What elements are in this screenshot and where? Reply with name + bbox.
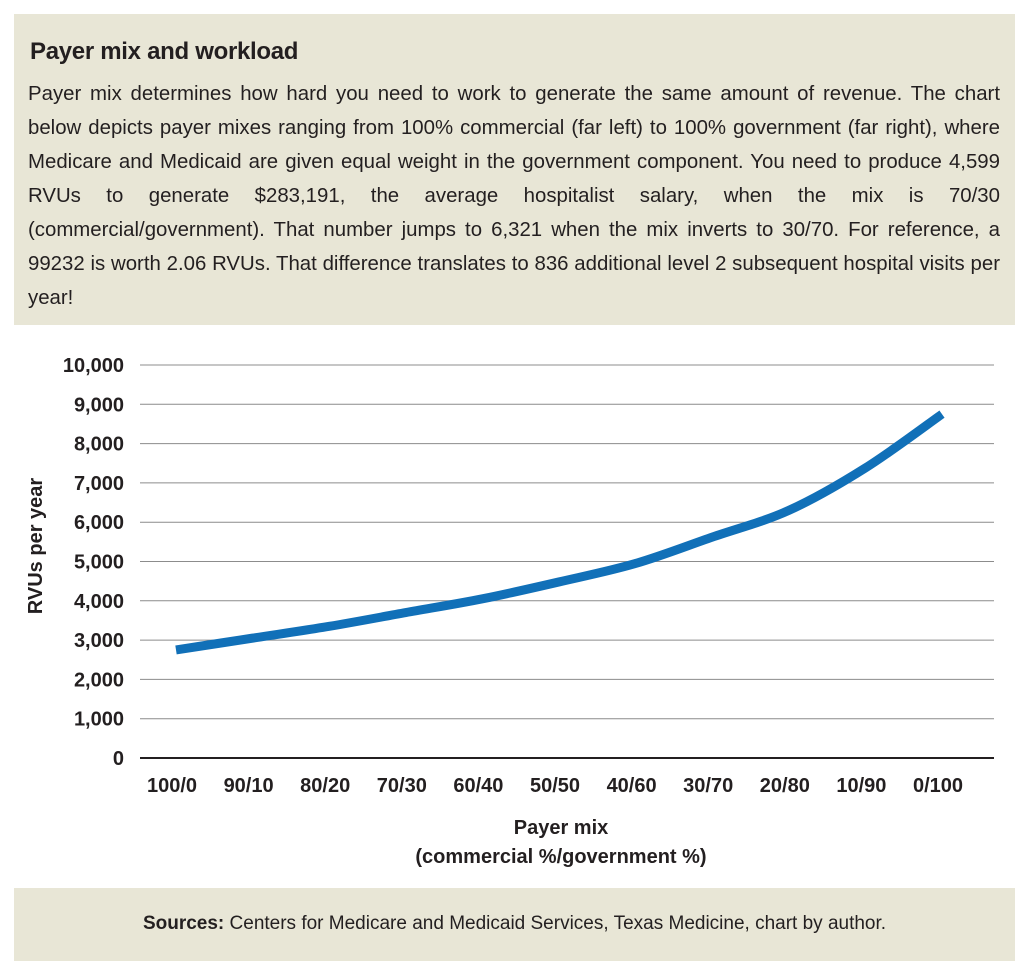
y-tick-label: 2,000 bbox=[74, 669, 124, 691]
intro-title: Payer mix and workload bbox=[30, 38, 299, 65]
y-tick-label: 9,000 bbox=[74, 394, 124, 416]
intro-body: Payer mix determines how hard you need t… bbox=[28, 83, 1000, 309]
y-tick-label: 7,000 bbox=[74, 473, 124, 495]
sources-line: Sources: Centers for Medicare and Medica… bbox=[14, 913, 1015, 935]
x-tick-label: 10/90 bbox=[836, 775, 886, 797]
y-tick-label: 1,000 bbox=[74, 709, 124, 731]
sources-text: Centers for Medicare and Medicaid Servic… bbox=[224, 913, 887, 934]
y-tick-label: 8,000 bbox=[74, 434, 124, 456]
x-tick-label: 60/40 bbox=[453, 775, 503, 797]
y-tick-label: 6,000 bbox=[74, 512, 124, 534]
x-axis-label-line1: Payer mix bbox=[514, 817, 609, 839]
y-tick-label: 3,000 bbox=[74, 630, 124, 652]
x-tick-label: 30/70 bbox=[683, 775, 733, 797]
intro-panel: Payer mix and workload Payer mix determi… bbox=[14, 14, 1015, 325]
x-axis-label-line2: (commercial %/government %) bbox=[415, 846, 706, 868]
x-tick-label: 0/100 bbox=[913, 775, 963, 797]
y-tick-label: 4,000 bbox=[74, 591, 124, 613]
y-tick-label: 0 bbox=[113, 748, 124, 770]
x-tick-label: 100/0 bbox=[147, 775, 197, 797]
y-tick-label: 10,000 bbox=[63, 355, 124, 377]
x-tick-label: 90/10 bbox=[224, 775, 274, 797]
x-tick-label: 20/80 bbox=[760, 775, 810, 797]
sources-label: Sources: bbox=[142, 913, 225, 934]
chart-area: 0 1,000 2,000 3,000 4,000 5,000 6,000 7,000 8,00… bbox=[0, 335, 1024, 880]
rvu-line-chart: 0 1,000 2,000 3,000 4,000 5,000 6,000 7,000 8,00… bbox=[25, 355, 994, 868]
x-tick-label: 50/50 bbox=[530, 775, 580, 797]
x-tick-label: 70/30 bbox=[377, 775, 427, 797]
series-line bbox=[175, 410, 945, 655]
y-tick-label: 5,000 bbox=[74, 552, 124, 574]
sources-panel: Sources: Centers for Medicare and Medica… bbox=[14, 888, 1015, 961]
x-tick-label: 80/20 bbox=[300, 775, 350, 797]
y-axis-label: RVUs per year bbox=[25, 478, 47, 615]
x-tick-label: 40/60 bbox=[607, 775, 657, 797]
